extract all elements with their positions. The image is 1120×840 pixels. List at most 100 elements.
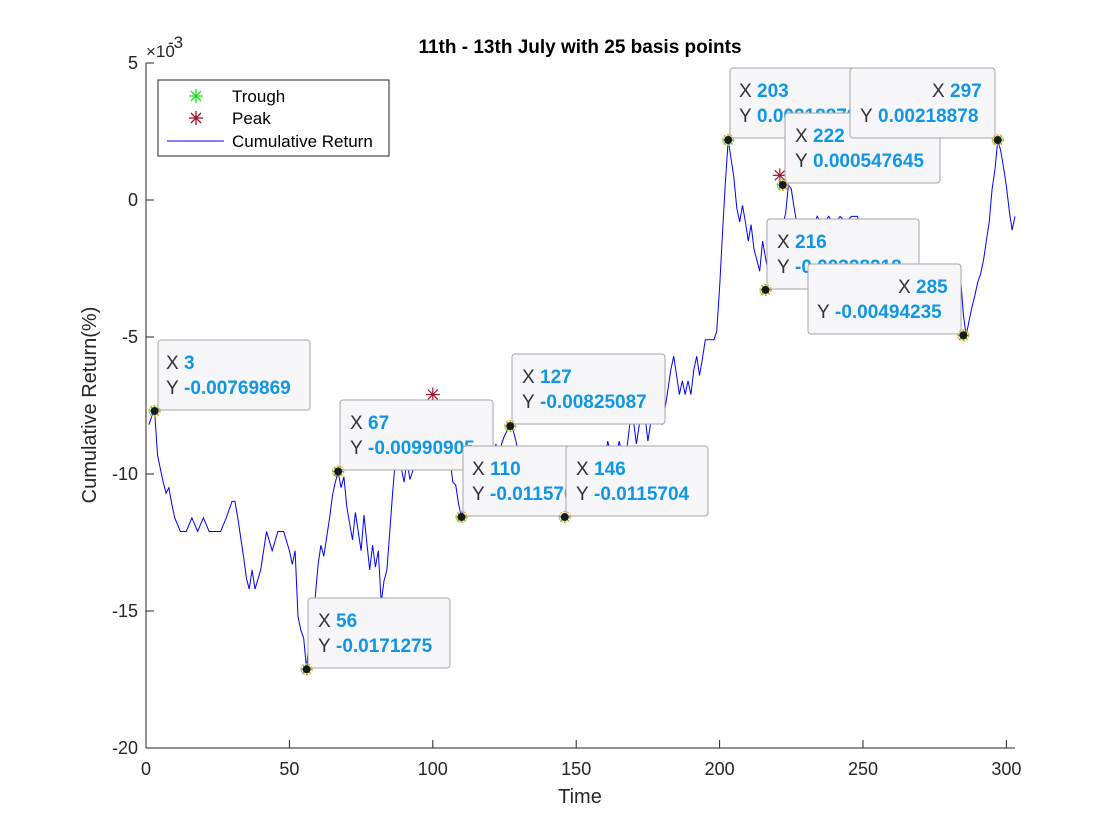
datatip-anchor-dot	[724, 136, 733, 145]
legend-item-cumulative-return: Cumulative Return	[167, 132, 373, 151]
legend-cumulative-return-label: Cumulative Return	[232, 132, 373, 151]
datatip-x-key: X	[522, 367, 535, 388]
datatip-anchor-halo	[504, 419, 517, 433]
y-tick-label: -15	[112, 601, 138, 621]
datatip-x3[interactable]: X 3 Y -0.00769869	[157, 339, 311, 411]
datatip-y-value: -0.00494235	[835, 302, 942, 323]
datatip-anchor-dot	[506, 422, 515, 431]
datatip-y-value: -0.00825087	[540, 392, 647, 413]
datatip-y-value: -0.00769869	[184, 378, 291, 399]
datatip-x-value: 67	[368, 413, 389, 434]
datatip-y-value: 0.000547645	[813, 151, 924, 172]
datatip-x-value: 216	[795, 232, 827, 253]
datatip-anchor-halo	[957, 329, 970, 342]
datatip-y-key: Y	[472, 484, 485, 505]
peak-marker	[425, 387, 440, 402]
datatip-y-key: Y	[860, 106, 873, 127]
legend-peak-marker	[189, 111, 203, 125]
legend: Trough Peak Cumulative Return	[157, 79, 390, 157]
datatip-anchor-dot	[560, 513, 569, 522]
datatip-y-value: -0.00990905	[368, 438, 475, 459]
datatip-x-key: X	[898, 277, 911, 298]
x-tick-label: 250	[848, 759, 878, 779]
datatip-anchor-dot	[457, 513, 466, 522]
x-axis-title: Time	[558, 786, 602, 808]
datatip-x-key: X	[472, 459, 485, 480]
chart-title: 11th - 13th July with 25 basis points	[418, 37, 741, 58]
datatip-y-key: Y	[795, 151, 808, 172]
datatip-x-key: X	[318, 611, 331, 632]
datatip-x-value: 3	[184, 353, 195, 374]
datatip-anchor-dot	[302, 665, 311, 674]
datatip-anchor-halo	[455, 510, 468, 524]
datatip-x297[interactable]: X 297 Y 0.00218878	[849, 67, 996, 139]
datatip-y-value: -0.0115704	[490, 484, 586, 505]
datatip-y-key: Y	[166, 378, 179, 399]
peak-markers	[425, 168, 787, 402]
y-tick-label: 0	[128, 190, 138, 210]
y-exponent-label: ×10	[146, 42, 175, 61]
datatip-y-value: 0.00218878	[878, 106, 978, 127]
datatip-y-value: -0.0171275	[336, 636, 433, 657]
x-tick-label: 100	[418, 759, 448, 779]
datatip-y-key: Y	[817, 302, 830, 323]
datatip-anchor-dots	[148, 133, 1004, 676]
datatip-x-key: X	[932, 81, 945, 102]
legend-item-trough: Trough	[189, 87, 285, 106]
x-tick-label: 0	[141, 759, 151, 779]
datatip-x-value: 297	[950, 81, 982, 102]
datatip-x-key: X	[350, 413, 363, 434]
datatip-anchor-halo	[759, 283, 772, 297]
x-tick-label: 300	[991, 759, 1021, 779]
x-axis-ticks: 0 50 100 150 200 250 300	[141, 740, 1021, 779]
y-tick-label: -5	[122, 327, 138, 347]
x-tick-label: 200	[705, 759, 735, 779]
datatip-y-key: Y	[318, 636, 331, 657]
datatip-x-key: X	[739, 81, 752, 102]
datatip-x-value: 127	[540, 367, 572, 388]
datatip-anchor-halo	[558, 510, 571, 524]
datatip-x-value: 56	[336, 611, 357, 632]
datatip-anchor-halo	[332, 465, 345, 478]
legend-trough-marker	[189, 89, 203, 103]
datatip-x-value: 285	[916, 277, 948, 298]
y-exponent-power: -3	[168, 33, 183, 52]
datatip-y-value: -0.0115704	[594, 484, 690, 505]
datatip-anchor-dot	[150, 406, 159, 415]
datatip-x127[interactable]: X 127 Y -0.00825087	[511, 353, 666, 425]
legend-trough-label: Trough	[232, 87, 285, 106]
datatip-x-value: 146	[594, 459, 626, 480]
x-tick-label: 150	[561, 759, 591, 779]
y-axis-ticks: -20 -15 -10 -5 0 5	[112, 53, 154, 758]
datatip-x146[interactable]: X 146 Y -0.0115704	[565, 445, 709, 517]
datatip-x-value: 203	[757, 81, 789, 102]
datatip-y-key: Y	[777, 257, 790, 278]
datatip-x56[interactable]: X 56 Y -0.0171275	[307, 597, 451, 669]
y-axis-title: Cumulative Return(%)	[79, 307, 101, 504]
datatip-y-key: Y	[350, 438, 363, 459]
datatip-x-value: 222	[813, 126, 845, 147]
datatip-x110[interactable]: X 110 Y -0.0115704	[462, 445, 586, 517]
datatip-x-key: X	[166, 353, 179, 374]
datatip-x-value: 110	[490, 459, 521, 480]
y-tick-label: -10	[112, 464, 138, 484]
datatip-x-key: X	[576, 459, 589, 480]
legend-item-peak: Peak	[189, 109, 271, 128]
legend-peak-label: Peak	[232, 109, 271, 128]
datatip-y-key: Y	[739, 106, 752, 127]
datatip-x-key: X	[795, 126, 808, 147]
datatip-anchor-dot	[334, 467, 343, 476]
y-tick-label: 5	[128, 53, 138, 73]
datatip-anchor-halo	[776, 178, 789, 192]
datatip-anchor-dot	[993, 136, 1002, 145]
datatip-anchor-halo	[991, 133, 1004, 147]
datatip-x67[interactable]: X 67 Y -0.00990905	[339, 399, 494, 471]
datatip-anchor-dot	[778, 180, 787, 189]
datatip-anchor-dot	[959, 331, 968, 340]
datatip-x285[interactable]: X 285 Y -0.00494235	[807, 263, 962, 335]
datatip-anchor-halo	[300, 663, 313, 676]
datatip-anchor-dot	[761, 285, 770, 294]
x-tick-label: 50	[279, 759, 299, 779]
datatip-x-key: X	[777, 232, 790, 253]
